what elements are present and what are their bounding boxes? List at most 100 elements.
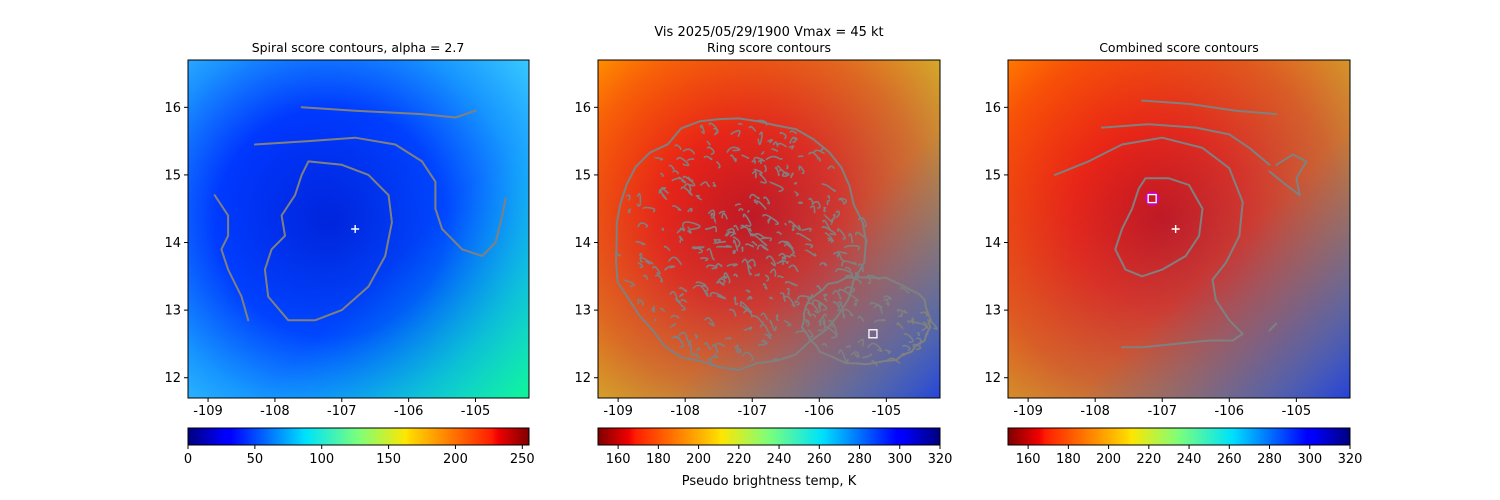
ring-contour-line xyxy=(658,190,668,201)
ring-contour-line xyxy=(837,228,846,240)
ring-contour-line xyxy=(636,192,642,207)
ring-contour-line xyxy=(682,221,701,231)
colorbar-tick-label: 220 xyxy=(726,452,751,467)
ring-contour-line xyxy=(760,237,772,242)
x-tick-label: -107 xyxy=(327,404,357,419)
contour-line xyxy=(263,160,393,322)
ring-contour-line xyxy=(907,320,927,332)
ring-contour-line xyxy=(716,244,733,249)
ring-contour-line xyxy=(743,326,753,332)
ring-contour-line xyxy=(794,190,799,197)
ring-contour-line xyxy=(741,351,754,362)
ring-contour-line xyxy=(753,199,757,204)
ring-contour-line xyxy=(828,239,834,244)
ring-contour-line xyxy=(740,246,744,253)
ring-contour-line xyxy=(839,198,845,204)
ring-contour-line xyxy=(805,319,810,328)
ring-contour-line xyxy=(761,339,768,345)
ring-contour-line xyxy=(730,129,741,138)
ring-contour-line xyxy=(862,353,873,359)
ring-contour-line xyxy=(739,304,753,313)
ring-contour-line xyxy=(832,251,848,255)
ring-contour-line xyxy=(827,165,835,170)
ring-contour-line xyxy=(791,136,798,140)
ring-contour-line xyxy=(714,342,726,347)
ring-contour-line xyxy=(676,156,690,167)
panel-title: Combined score contours xyxy=(1099,40,1259,55)
colorbar-tick-label: 260 xyxy=(807,452,832,467)
ring-contour-line xyxy=(754,273,760,277)
colorbar-ticks: 0 50 100 150 200 250 xyxy=(184,445,535,467)
ring-contour-line xyxy=(897,312,904,318)
y-tick-label: 16 xyxy=(574,101,591,116)
ring-contour-line xyxy=(679,303,686,311)
ring-contour-line xyxy=(769,268,777,278)
ring-contour-line xyxy=(820,147,824,152)
ring-contour-line xyxy=(695,355,700,359)
ring-contour-line xyxy=(832,213,836,220)
colorbar-tick-label: 250 xyxy=(510,452,535,467)
ring-contour-line xyxy=(760,312,770,321)
ring-contour-line xyxy=(794,330,805,334)
ring-contour-line xyxy=(715,161,721,169)
x-tick-label: -109 xyxy=(193,404,223,419)
ring-contour-line xyxy=(816,156,822,163)
ring-contour-line xyxy=(788,220,802,231)
ring-contour-line xyxy=(663,265,676,271)
ring-contour-line xyxy=(687,176,694,182)
ring-contour-line xyxy=(703,317,715,327)
y-tick-label: 14 xyxy=(984,236,1001,251)
ring-contour-line xyxy=(728,308,737,317)
ring-contour-line xyxy=(687,158,695,162)
ring-contour-line xyxy=(835,268,854,277)
ring-contour-line xyxy=(838,349,849,363)
ring-contour-line xyxy=(726,146,741,153)
ring-contour-line xyxy=(776,259,785,266)
ring-contour-line xyxy=(669,291,679,302)
colorbar-tick-label: 180 xyxy=(646,452,671,467)
ring-contour-line xyxy=(676,300,681,304)
ring-contour-line xyxy=(751,233,767,239)
ring-contour-line xyxy=(806,308,812,317)
ring-contour-line xyxy=(748,125,757,132)
ring-contour-line xyxy=(776,231,782,235)
y-tick-label: 12 xyxy=(164,371,181,386)
ring-contour-line xyxy=(710,355,718,360)
ring-contour-line xyxy=(732,236,741,248)
colorbar-tick-label: 160 xyxy=(1016,452,1041,467)
ring-contour-line xyxy=(733,296,739,306)
colorbar-ticks: 160 180 200 220 240 260 280 300 320 xyxy=(606,445,952,467)
y-tick-label: 16 xyxy=(984,101,1001,116)
ring-contour-line xyxy=(679,238,682,244)
ring-contour-line xyxy=(821,225,837,236)
colorbar-tick-label: 260 xyxy=(1217,452,1242,467)
plot-frame xyxy=(1007,59,1351,399)
ring-contour-line xyxy=(780,292,787,303)
ring-contour-line xyxy=(705,225,718,233)
ring-contour-line xyxy=(686,226,692,234)
ring-contour-line xyxy=(817,319,823,327)
ring-contour-line xyxy=(642,274,649,280)
ring-contour-line xyxy=(843,308,854,317)
ring-contour-line xyxy=(847,233,854,244)
ring-contour-line xyxy=(733,239,739,252)
center-plus-marker xyxy=(351,225,360,233)
ring-contour-line xyxy=(790,172,794,179)
ring-contour-line xyxy=(709,291,727,300)
ring-contour-line xyxy=(726,231,737,235)
contour-line xyxy=(1053,136,1244,349)
y-tick-label: 12 xyxy=(574,371,591,386)
ring-contour-line xyxy=(726,263,738,268)
ring-contour-line xyxy=(676,227,686,234)
ring-contour-line xyxy=(766,217,772,224)
x-tick-label: -108 xyxy=(260,404,290,419)
ring-contour-line xyxy=(823,326,838,339)
ring-contour-line xyxy=(687,207,693,213)
ring-contour-line xyxy=(711,344,719,354)
ring-contour-line xyxy=(845,345,851,349)
ring-contour-line xyxy=(637,298,645,306)
ring-contour-line xyxy=(700,124,705,134)
ring-score-panel: Ring score contours -109 -108 -107 -106 -105… xyxy=(574,40,952,489)
ring-contour-line xyxy=(756,244,769,251)
ring-contour-line xyxy=(679,293,684,298)
